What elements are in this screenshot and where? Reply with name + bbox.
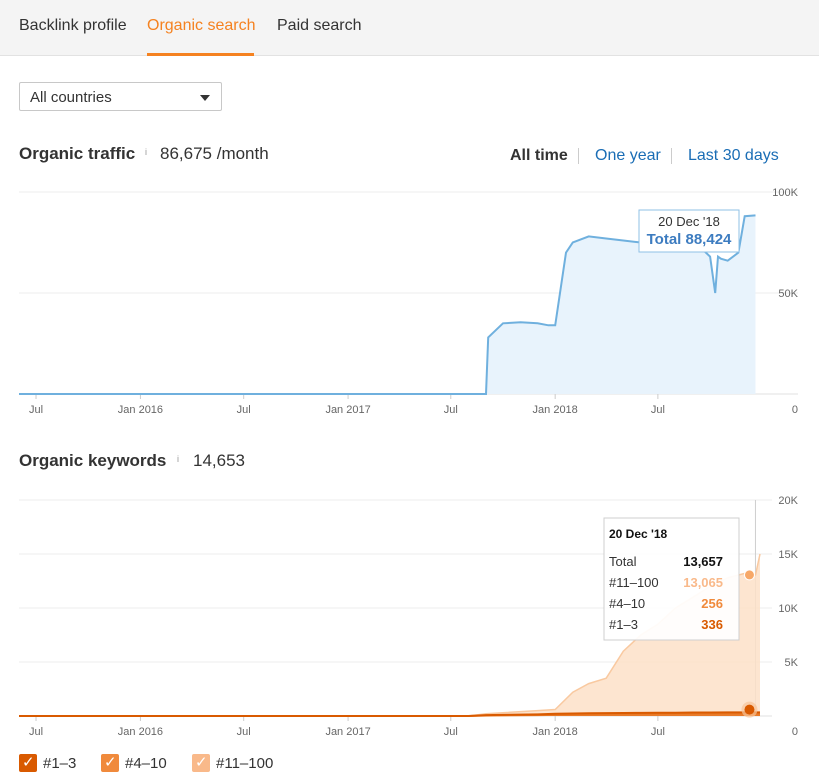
tooltip-total: Total 88,424 <box>647 231 732 248</box>
organic-traffic-title: Organic traffic <box>19 144 136 163</box>
legend-item-top-10[interactable]: ✓ #4–10 <box>101 752 181 774</box>
tooltip-row-value: 256 <box>701 596 723 611</box>
checkmark-icon: ✓ <box>104 754 117 771</box>
x-tick-label: Jan 2017 <box>325 404 370 416</box>
chevron-down-icon <box>200 95 210 101</box>
legend-label: #11–100 <box>216 755 274 772</box>
x-tick-label: Jan 2018 <box>533 404 578 416</box>
tooltip-box <box>638 209 740 253</box>
country-select[interactable]: All countries <box>19 82 222 111</box>
range-divider <box>578 148 579 164</box>
x-tick-label: Jul <box>651 404 665 416</box>
keywords-tooltip: 20 Dec '18 Total 13,657 #11–100 13,065 #4–10 2… <box>603 517 740 641</box>
tooltip-row-value: 13,065 <box>683 575 723 590</box>
y-tick-label: 5K <box>785 657 799 669</box>
checkmark-icon: ✓ <box>195 754 208 771</box>
traffic-area <box>19 215 756 394</box>
tooltip-row-value: 336 <box>701 617 723 632</box>
tooltip-row-label: #11–100 <box>609 575 659 590</box>
y-tick-label: 0 <box>792 404 798 416</box>
x-tick-label: Jul <box>29 404 43 416</box>
hover-point <box>744 704 755 715</box>
x-tick-label: Jul <box>237 404 251 416</box>
range-divider <box>671 148 672 164</box>
organic-keywords-title: Organic keywords <box>19 451 167 470</box>
y-tick-label: 100K <box>772 187 798 199</box>
keyword-area <box>19 712 760 716</box>
x-tick-label: Jul <box>444 404 458 416</box>
traffic-line <box>19 214 756 395</box>
tooltip-date: 20 Dec '18 <box>609 527 668 541</box>
range-all-time[interactable]: All time <box>510 147 568 164</box>
tooltip-row-label: #1–3 <box>609 617 638 632</box>
legend-checkbox[interactable]: ✓ <box>19 754 37 772</box>
y-tick-label: 10K <box>778 603 798 615</box>
legend-label: #4–10 <box>125 755 167 772</box>
y-tick-label: 50K <box>778 288 798 300</box>
legend-item-top-100[interactable]: ✓ #11–100 <box>192 752 287 774</box>
x-tick-label: Jan 2018 <box>533 726 578 738</box>
tab-organic-search[interactable]: Organic search <box>147 17 256 34</box>
legend-label: #1–3 <box>43 755 77 772</box>
tooltip-row-value: 13,657 <box>683 554 723 569</box>
x-tick-label: Jul <box>444 726 458 738</box>
info-icon[interactable]: i <box>145 147 147 157</box>
range-one-year[interactable]: One year <box>595 147 661 164</box>
organic-traffic-value: 86,675 /month <box>160 144 269 163</box>
keyword-line <box>19 711 760 717</box>
checkmark-icon: ✓ <box>22 754 35 771</box>
tab-backlink-profile[interactable]: Backlink profile <box>19 17 127 34</box>
tooltip-date: 20 Dec '18 <box>658 214 720 229</box>
hover-point <box>743 569 755 581</box>
tooltip-row-label: Total <box>609 554 637 569</box>
x-tick-label: Jan 2017 <box>325 726 370 738</box>
x-tick-label: Jul <box>651 726 665 738</box>
y-tick-label: 0 <box>792 726 798 738</box>
keyword-area <box>19 554 760 716</box>
x-tick-label: Jan 2016 <box>118 404 163 416</box>
active-tab-indicator <box>147 53 254 56</box>
y-tick-label: 20K <box>778 495 798 507</box>
range-last-30-days[interactable]: Last 30 days <box>688 147 779 164</box>
tooltip-row-label: #4–10 <box>609 596 645 611</box>
legend-item-top-3[interactable]: ✓ #1–3 <box>19 752 89 774</box>
x-tick-label: Jul <box>237 726 251 738</box>
x-tick-label: Jul <box>29 726 43 738</box>
x-tick-label: Jan 2016 <box>118 726 163 738</box>
y-tick-label: 15K <box>778 549 798 561</box>
info-icon[interactable]: i <box>177 454 179 464</box>
legend-checkbox[interactable]: ✓ <box>101 754 119 772</box>
nav-tabs: Backlink profile Organic search Paid sea… <box>0 0 819 56</box>
traffic-tooltip: 20 Dec '18 Total 88,424 <box>638 209 740 253</box>
country-select-value: All countries <box>30 89 112 106</box>
tooltip-box <box>603 517 740 641</box>
legend-checkbox[interactable]: ✓ <box>192 754 210 772</box>
organic-traffic-chart: Jul Jan 2016 Jul Jan 2017 Jul Jan 2018 Jul 100K… <box>19 187 799 416</box>
organic-keywords-value: 14,653 <box>193 451 245 470</box>
organic-keywords-chart: 20K 15K 10K 5K 0 Jul Jan 2016 Jul Jan 2017 Jul Jan… <box>19 495 799 738</box>
tab-paid-search[interactable]: Paid search <box>277 17 362 34</box>
